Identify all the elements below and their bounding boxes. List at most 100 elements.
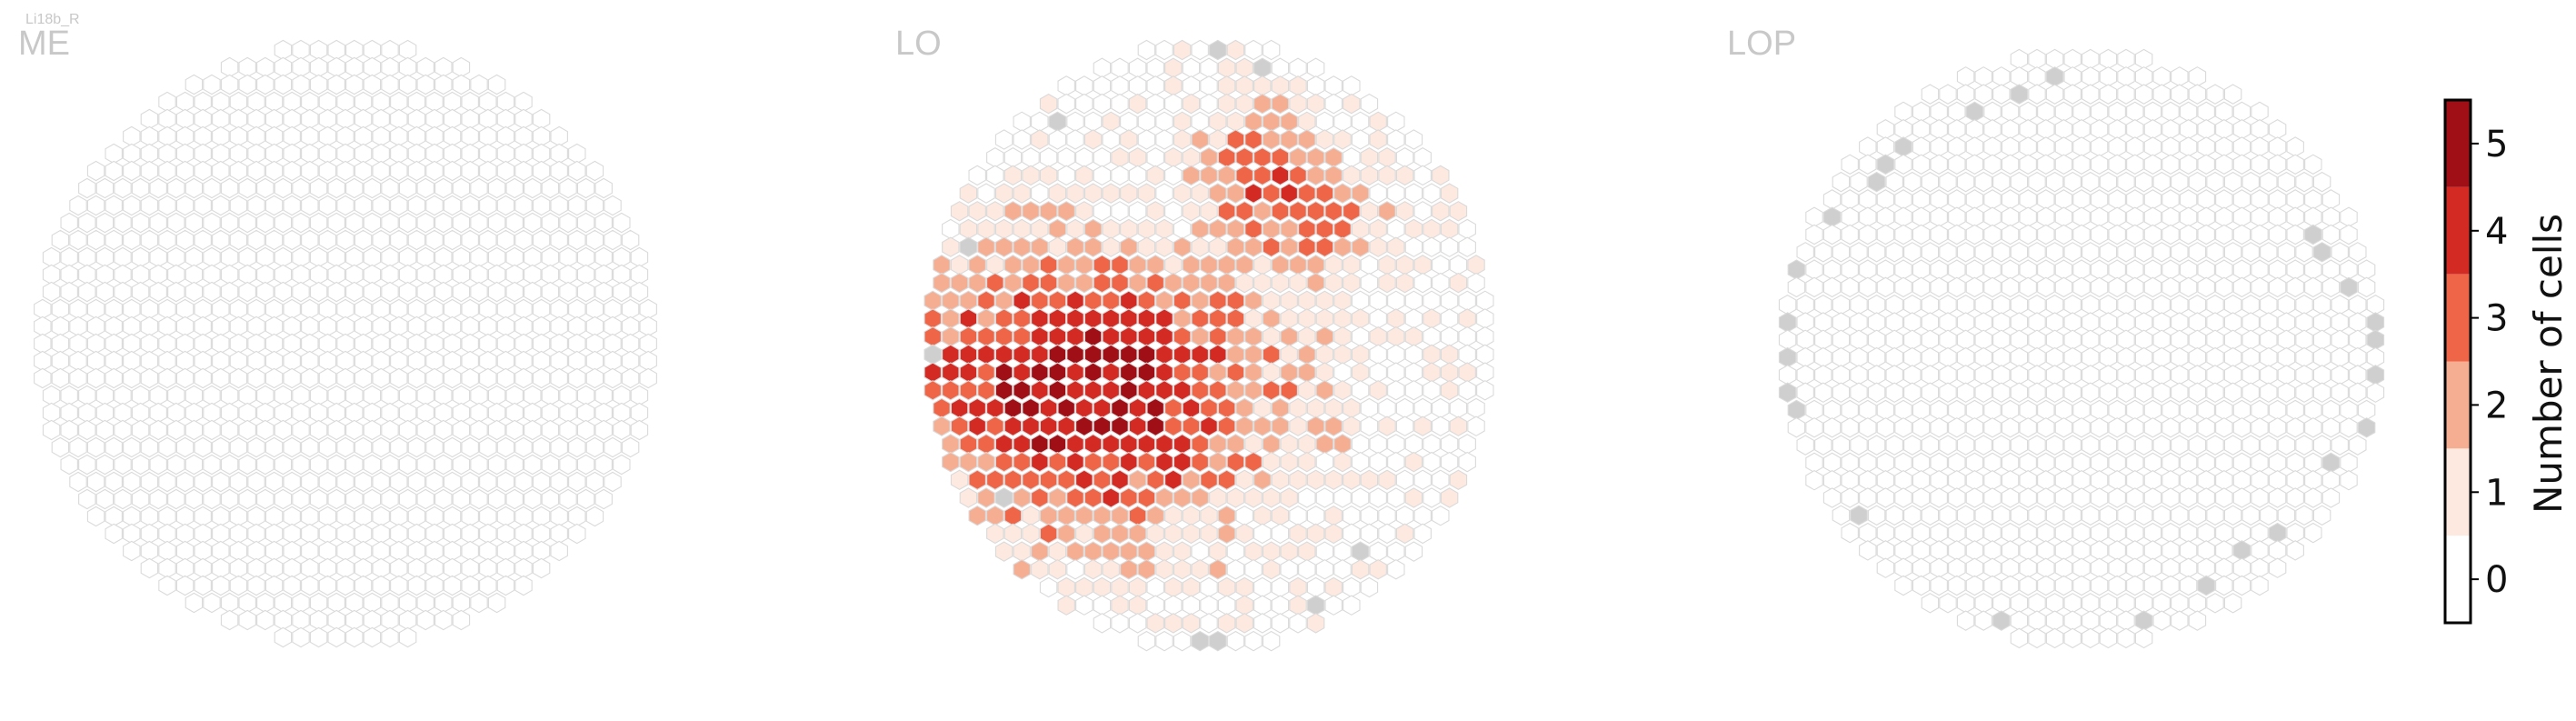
hex-cell [1164, 146, 1183, 168]
hex-cell [1191, 380, 1209, 401]
hex-cell [1912, 189, 1931, 210]
hex-cell [301, 557, 319, 579]
hex-cell [933, 416, 951, 436]
hex-cell [576, 419, 595, 441]
hex-cell [1912, 399, 1931, 421]
hex-cell [95, 385, 115, 406]
hex-cell [247, 350, 265, 372]
hex-cell [1173, 541, 1192, 562]
hex-cell [212, 125, 230, 147]
hex-cell [167, 419, 185, 441]
hex-cell [505, 454, 524, 476]
hex-cell [2162, 206, 2180, 227]
hex-cell [1306, 505, 1325, 526]
hex-cell [1120, 380, 1138, 401]
hex-cell [1921, 84, 1940, 105]
hex-cell [2010, 48, 2029, 70]
hex-cell [2232, 118, 2252, 140]
hex-cell [354, 91, 373, 113]
hex-cell [942, 308, 960, 329]
hex-cell [1226, 434, 1245, 455]
hex-cell [1360, 505, 1379, 526]
hex-cell [220, 402, 239, 424]
hex-cell [1965, 154, 1984, 175]
hex-cell [95, 246, 115, 268]
hex-cell [1423, 362, 1441, 383]
hex-cell [1859, 276, 1877, 298]
hex-cell [1939, 435, 1957, 456]
hex-cell [487, 281, 506, 303]
hex-cell [1182, 576, 1201, 598]
hex-cell [327, 626, 345, 648]
hex-cell [1805, 469, 1823, 491]
hex-cell [185, 246, 204, 268]
hex-cell [203, 592, 221, 614]
hex-cell [452, 56, 471, 78]
hex-cell [541, 454, 560, 476]
hex-cell [2054, 557, 2073, 578]
hex-cell [1217, 165, 1236, 186]
hex-cell [1173, 325, 1192, 347]
hex-cell [1822, 417, 1842, 438]
hex-cell [470, 281, 488, 303]
hex-cell [1235, 576, 1253, 598]
hex-cell [461, 575, 479, 596]
hex-cell [95, 264, 115, 285]
hex-cell [1965, 206, 1984, 227]
hex-cell [1876, 118, 1895, 140]
hex-cell [1930, 522, 1948, 544]
hex-cell [2117, 505, 2135, 526]
hex-cell [942, 218, 960, 240]
hex-cell [1075, 255, 1093, 275]
hex-cell [1253, 57, 1272, 78]
hex-cell [1191, 541, 1209, 562]
hex-cell [292, 56, 310, 78]
hex-cell [1057, 255, 1075, 275]
hex-cell [1128, 416, 1147, 436]
hex-cell [1859, 417, 1877, 438]
hex-cell [363, 39, 382, 61]
hex-cell [1387, 129, 1405, 150]
hex-cell [2152, 242, 2171, 263]
hex-cell [1867, 346, 1886, 368]
hex-cell [2072, 452, 2091, 474]
hex-cell [1083, 362, 1103, 383]
hex-cell [1440, 218, 1459, 240]
hex-cell [2223, 435, 2242, 456]
hex-cell [1894, 206, 1912, 227]
hex-cell [256, 281, 275, 303]
hex-cell [1458, 380, 1476, 401]
hex-cell [942, 290, 960, 312]
hex-cell [604, 229, 622, 251]
hex-cell [131, 212, 150, 234]
hex-cell [950, 416, 969, 436]
hex-cell [381, 56, 399, 78]
hex-cell [1930, 540, 1948, 561]
hex-cell [1289, 576, 1307, 598]
hex-cell [2037, 557, 2055, 578]
hex-cell [2082, 346, 2100, 368]
hex-cell [1031, 344, 1049, 366]
hex-cell [1217, 576, 1236, 598]
hex-cell [2232, 189, 2252, 210]
hex-cell [1841, 154, 1859, 175]
hex-cell [977, 344, 995, 366]
hex-cell [220, 609, 239, 631]
hex-cell [2215, 557, 2233, 578]
hex-cell [1378, 416, 1396, 436]
hex-cell [1164, 469, 1183, 491]
hex-cell [1271, 57, 1290, 78]
hex-cell [1343, 505, 1361, 526]
hex-cell [1912, 206, 1931, 227]
hex-cell [514, 506, 533, 527]
hex-cell [1235, 397, 1253, 419]
hex-cell [2028, 329, 2046, 351]
hex-cell [924, 362, 942, 383]
hex-cell [301, 125, 319, 147]
hex-cell [105, 315, 123, 337]
hex-cell [1048, 380, 1067, 401]
hex-cell [140, 160, 159, 182]
hex-cell [1031, 559, 1049, 580]
hex-cell [942, 451, 960, 473]
hex-cell [2197, 575, 2215, 596]
